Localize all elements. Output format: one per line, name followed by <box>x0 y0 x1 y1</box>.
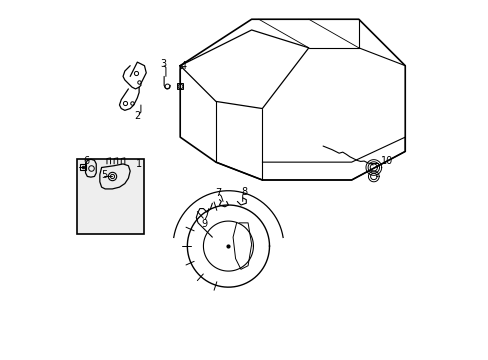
Text: 6: 6 <box>83 156 89 166</box>
Text: 5: 5 <box>101 170 107 180</box>
Text: 4: 4 <box>181 61 186 71</box>
Text: 3: 3 <box>160 59 166 69</box>
Text: 8: 8 <box>241 187 247 197</box>
Text: 9: 9 <box>201 219 207 229</box>
Text: 1: 1 <box>136 159 142 169</box>
Text: 10: 10 <box>381 157 393 166</box>
Bar <box>77 158 144 234</box>
Text: 2: 2 <box>134 111 140 121</box>
Text: 7: 7 <box>215 188 222 198</box>
